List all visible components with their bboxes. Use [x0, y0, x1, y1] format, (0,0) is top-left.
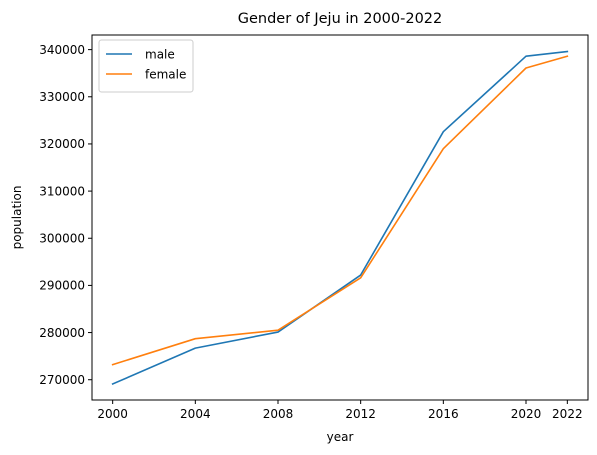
plot-area: [91, 34, 589, 401]
y-tick-label: 290000: [39, 279, 85, 293]
x-tick-label: 2000: [97, 407, 128, 421]
x-tick-label: 2008: [263, 407, 294, 421]
y-axis: 270000 280000 290000 300000 310000 320000 3300…: [39, 43, 92, 387]
y-tick-label: 300000: [39, 232, 85, 246]
y-tick-label: 310000: [39, 184, 85, 198]
series-lines: [111, 50, 569, 386]
y-tick-label: 340000: [39, 43, 85, 57]
legend-box: [98, 39, 194, 93]
x-axis-label: year: [327, 430, 354, 444]
x-tick-label: 2022: [552, 407, 583, 421]
x-tick-label: 2004: [180, 407, 211, 421]
y-tick-label: 330000: [39, 90, 85, 104]
legend-label-male: male: [145, 47, 175, 61]
x-axis: 2000 2004 2008 2012 2016 2020 2022: [97, 400, 583, 421]
y-tick-label: 270000: [39, 373, 85, 387]
y-tick-label: 280000: [39, 326, 85, 340]
x-tick-label: 2016: [428, 407, 459, 421]
legend-label-female: female: [145, 67, 186, 81]
legend: male female: [98, 39, 194, 93]
x-tick-label: 2020: [511, 407, 542, 421]
chart-title: Gender of Jeju in 2000-2022: [238, 11, 443, 27]
y-axis-label: population: [10, 186, 24, 250]
y-tick-label: 320000: [39, 137, 85, 151]
x-tick-label: 2012: [345, 407, 376, 421]
series-line-female: [111, 55, 569, 366]
series-line-male: [111, 50, 569, 386]
